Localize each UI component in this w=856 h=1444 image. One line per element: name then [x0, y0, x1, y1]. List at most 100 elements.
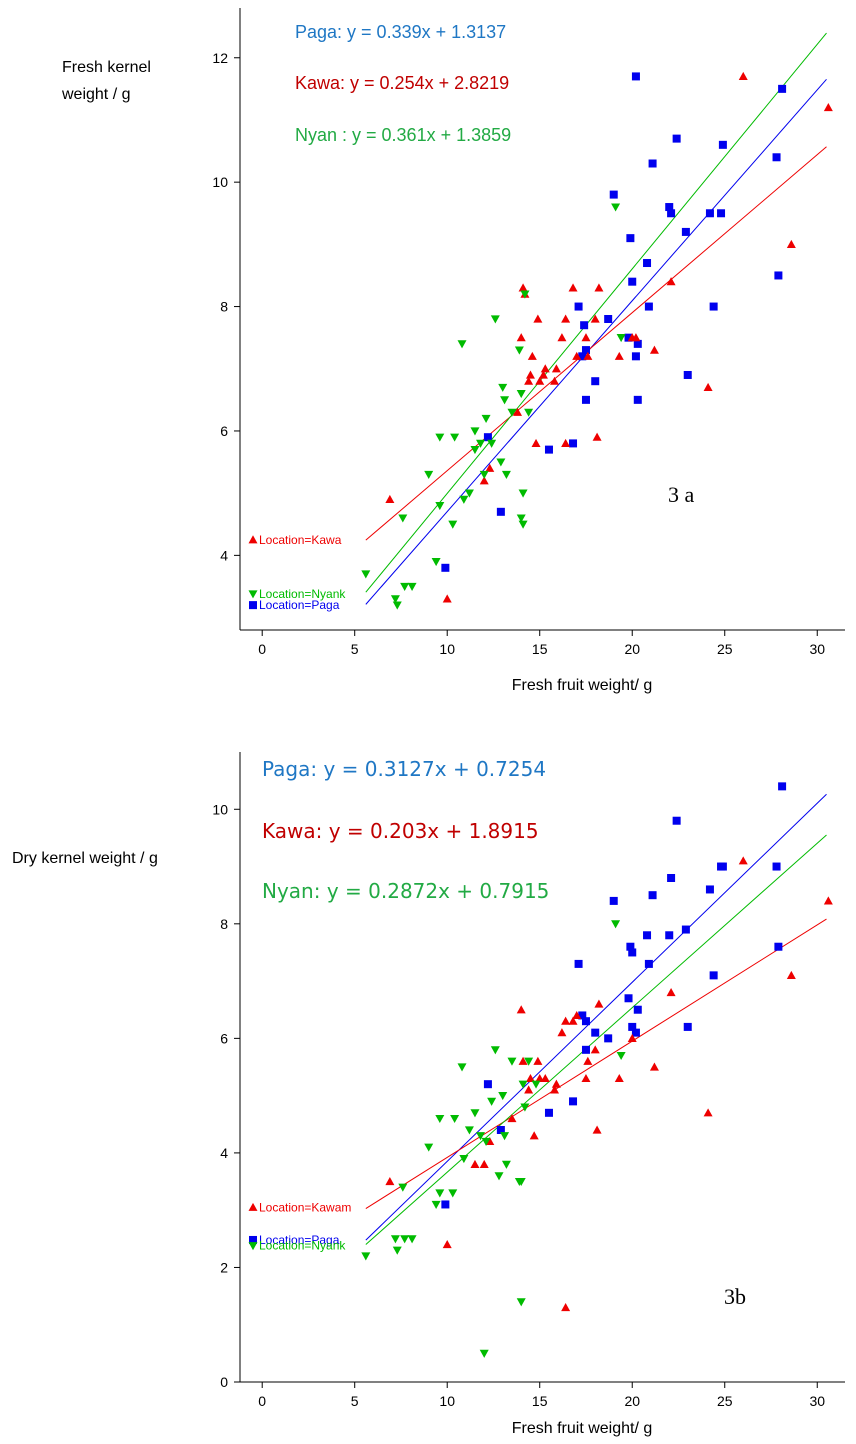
point-nyank [481, 1137, 491, 1146]
point-nyank [616, 334, 626, 343]
point-paga [483, 1080, 492, 1089]
point-nyank [470, 427, 480, 436]
point-nyank [435, 1189, 445, 1198]
point-nyank [464, 489, 474, 498]
point-nyank [498, 383, 508, 392]
point-kawa [524, 376, 534, 385]
location-label-nyank: Location=Nyank [259, 1239, 346, 1253]
point-paga [628, 277, 637, 286]
legend-marker-paga [249, 1235, 257, 1244]
legend-marker-kawa [248, 535, 258, 544]
point-kawa [572, 1010, 582, 1020]
point-paga [604, 315, 613, 323]
point-kawa [631, 333, 641, 342]
point-kawa [525, 370, 535, 379]
point-kawa [703, 1108, 713, 1117]
point-nyank [470, 446, 480, 455]
point-nyank [431, 557, 441, 567]
point-nyank [450, 1114, 460, 1124]
x-tick-label: 0 [258, 641, 266, 657]
x-tick-label: 25 [717, 1393, 733, 1409]
y-tick-label: 6 [220, 1030, 228, 1046]
point-nyank [516, 390, 526, 399]
point-kawa [738, 71, 748, 81]
point-kawa [470, 1159, 480, 1168]
point-paga [609, 190, 618, 199]
point-kawa [649, 345, 659, 354]
point-nyank [457, 1063, 467, 1072]
point-kawa [738, 856, 748, 865]
point-nyank [450, 433, 460, 442]
point-nyank [479, 1349, 489, 1358]
point-paga [681, 227, 690, 236]
y-tick-label: 0 [220, 1374, 228, 1390]
point-nyank [476, 1132, 486, 1141]
x-tick-label: 30 [809, 641, 825, 657]
point-paga [631, 72, 640, 81]
point-nyank [518, 1080, 528, 1089]
point-nyank [400, 582, 410, 591]
equation-paga: Paga: y = 0.3127x + 0.7254 [262, 757, 546, 781]
location-label-nyank: Location=Nyank [259, 587, 346, 601]
point-kawa [525, 1073, 535, 1083]
point-kawa [786, 970, 796, 979]
point-kawa [557, 333, 567, 342]
equation-nyan: Nyan: y = 0.2872x + 0.7915 [262, 879, 549, 903]
point-nyank [392, 601, 402, 610]
point-paga [628, 1022, 637, 1031]
point-kawa [592, 1125, 602, 1134]
x-tick-label: 0 [258, 1393, 266, 1409]
point-kawa [583, 351, 593, 360]
location-label-kawa: Location=Kawam [259, 1200, 351, 1214]
point-paga [718, 862, 727, 871]
x-tick-label: 20 [624, 1393, 640, 1409]
legend-marker-nyank [248, 590, 258, 599]
point-nyank [390, 1235, 400, 1244]
point-nyank [520, 1103, 530, 1112]
point-paga [709, 302, 718, 311]
point-kawa [533, 314, 543, 323]
point-paga [569, 439, 578, 448]
fit-line-nyank [365, 834, 827, 1245]
x-tick-label: 25 [717, 641, 733, 657]
point-paga [581, 346, 590, 355]
point-kawa [823, 896, 833, 905]
point-paga [633, 339, 642, 348]
point-kawa [516, 1005, 526, 1014]
point-paga [483, 433, 492, 442]
point-paga [441, 1200, 450, 1209]
point-paga [774, 271, 783, 280]
point-kawa [550, 1085, 560, 1094]
legend-marker-paga [249, 601, 257, 610]
point-paga [718, 140, 727, 149]
fit-line-kawa [365, 146, 827, 541]
point-kawa [614, 1073, 624, 1083]
point-nyank [507, 408, 517, 417]
point-nyank [457, 340, 467, 349]
point-nyank [407, 582, 417, 591]
point-kawa [533, 1056, 543, 1065]
point-paga [441, 563, 450, 572]
point-paga [667, 874, 676, 882]
point-kawa [442, 1240, 452, 1249]
point-nyank [498, 1092, 508, 1101]
point-nyank [424, 470, 434, 479]
point-paga [591, 1028, 600, 1037]
point-kawa [666, 277, 676, 286]
point-kawa [442, 594, 452, 603]
point-kawa [479, 1159, 489, 1168]
point-nyank [398, 1183, 408, 1192]
equation-kawa: Kawa: y = 0.203x + 1.8915 [262, 819, 539, 843]
point-paga [631, 1028, 640, 1037]
point-kawa [518, 1056, 528, 1065]
point-nyank [531, 1080, 541, 1089]
point-kawa [568, 1016, 578, 1025]
point-kawa [516, 333, 526, 342]
point-paga [667, 209, 676, 218]
equation-kawa: Kawa: y = 0.254x + 2.8219 [295, 73, 509, 93]
legend-marker-nyank [248, 1242, 258, 1251]
point-nyank [390, 595, 400, 604]
point-paga [683, 370, 692, 379]
point-kawa [485, 463, 495, 472]
point-paga [626, 942, 635, 951]
